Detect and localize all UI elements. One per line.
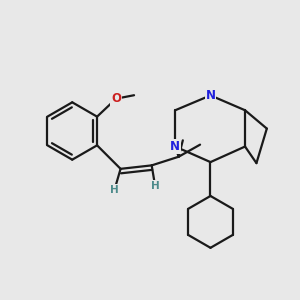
Text: N: N bbox=[206, 89, 215, 102]
Text: H: H bbox=[151, 181, 160, 191]
Text: H: H bbox=[110, 185, 119, 195]
Text: O: O bbox=[111, 92, 121, 105]
Text: N: N bbox=[170, 140, 180, 153]
Text: N: N bbox=[206, 89, 215, 102]
Text: O: O bbox=[111, 92, 121, 105]
Text: H: H bbox=[110, 185, 119, 195]
Text: N: N bbox=[170, 140, 180, 153]
Text: H: H bbox=[151, 181, 160, 191]
